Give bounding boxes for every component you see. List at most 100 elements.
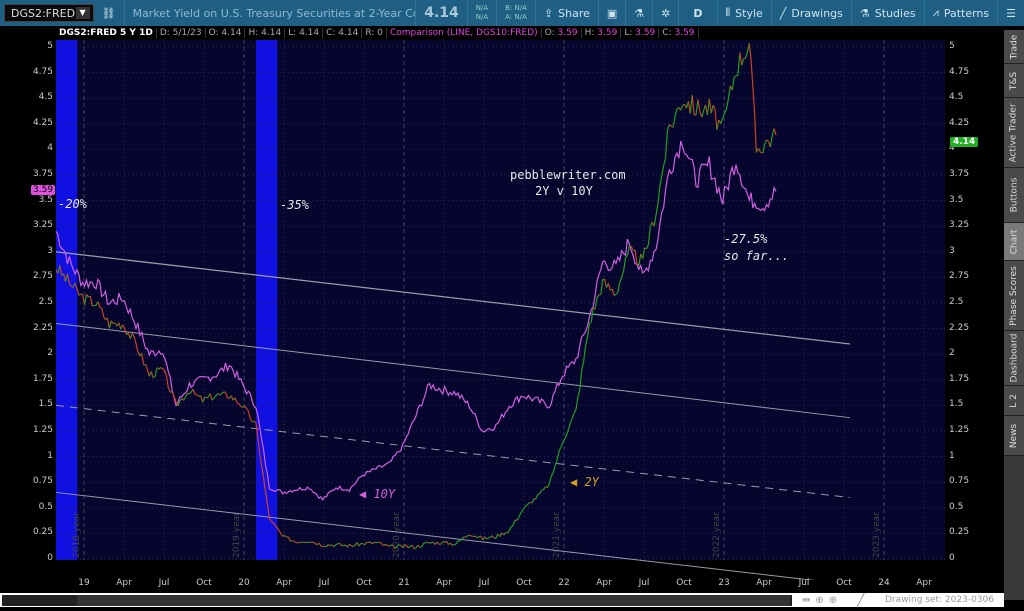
info-high: H: 4.14 xyxy=(245,28,286,38)
sidebar-tab-news[interactable]: News xyxy=(1004,416,1024,456)
drawing-tool-icon[interactable]: ╱ xyxy=(857,593,865,607)
label-2y[interactable]: ◀ 2Y xyxy=(570,475,599,489)
series-2y-segment xyxy=(417,544,421,548)
sidebar-tab-l-2[interactable]: L 2 xyxy=(1004,386,1024,416)
left-price-axis[interactable]: 0 0.25 0.5 0.75 1 1.25 1.5 1.75 2 2.25 2.5 2.75 3 3.2… xyxy=(0,40,56,563)
series-2y-segment xyxy=(333,544,337,548)
flask-icon: ⚗ xyxy=(859,6,870,20)
drawings-button[interactable]: ╱ Drawings xyxy=(772,0,852,26)
series-2y-segment xyxy=(358,543,362,547)
sidebar-tab-chart[interactable]: Chart xyxy=(1004,223,1024,261)
right-price-axis[interactable]: 0 0.25 0.5 0.75 1 1.25 1.5 1.75 2 2.25 2.5 2.75 3 3.2… xyxy=(945,40,1003,563)
scrollbar-thumb[interactable] xyxy=(77,594,790,606)
price-chart[interactable]: 2018 year 2019 year 2020 year 2021 year 2022… xyxy=(0,0,1004,580)
comparison-price-badge: 3.59 xyxy=(31,185,56,195)
settings-button[interactable]: ✲ xyxy=(653,0,680,26)
sidebar-tab-dashboard[interactable]: Dashboard xyxy=(1004,331,1024,386)
studies-button[interactable]: ⚗ Studies xyxy=(852,0,925,26)
link-icon[interactable]: ⛓ xyxy=(94,0,125,26)
annotation-so-far[interactable]: so far... xyxy=(724,249,790,263)
y-tick-label: 1.5 xyxy=(949,399,964,410)
sidebar-tab-phase-scores[interactable]: Phase Scores xyxy=(1004,261,1024,331)
series-2y-segment xyxy=(518,512,522,518)
sidebar-tab-buttons[interactable]: Buttons xyxy=(1004,168,1024,223)
series-2y-segment xyxy=(436,541,440,545)
series-2y-segment xyxy=(546,483,550,488)
sidebar-tab-label: Trade xyxy=(1009,34,1020,59)
aggregation-button[interactable]: D xyxy=(679,0,718,26)
style-button[interactable]: ⫴ Style xyxy=(718,0,772,26)
series-2y-segment xyxy=(335,543,339,546)
chart-scrollbar[interactable] xyxy=(2,594,792,606)
chevron-down-icon[interactable]: ▼ xyxy=(75,7,90,19)
series-2y-segment xyxy=(615,291,619,295)
annotation-27pct[interactable]: -27.5% xyxy=(724,232,768,246)
x-tick-label: 19 xyxy=(78,578,90,588)
series-2y-segment xyxy=(449,542,453,546)
alert-button[interactable]: ▣ xyxy=(599,0,627,26)
zoom-icon[interactable]: ⊕ xyxy=(828,594,838,606)
series-2y-segment xyxy=(531,498,535,504)
series-2y-segment xyxy=(666,124,670,131)
sidebar-tab-label: Buttons xyxy=(1009,177,1019,213)
y-tick-label: 3.5 xyxy=(38,194,53,205)
series-2y-segment xyxy=(710,104,714,114)
y-tick-label: 4.75 xyxy=(949,66,970,77)
x-tick-label: Jul xyxy=(478,578,490,588)
time-axis[interactable]: 19 Apr Jul Oct 20 Apr Jul Oct 21 Apr Jul Oct 22 Apr Ju… xyxy=(56,578,946,592)
y-tick-label: 0.75 xyxy=(32,476,53,487)
patterns-button[interactable]: ⩘ Patterns xyxy=(925,0,999,26)
series-2y-segment xyxy=(634,249,638,264)
series-2y-segment xyxy=(85,293,89,298)
x-tick-label: Oct xyxy=(516,578,532,588)
y-tick-label: 4.5 xyxy=(38,92,53,103)
series-2y-segment xyxy=(739,52,743,66)
series-2y-segment xyxy=(297,541,301,544)
label: C: xyxy=(662,28,672,38)
label-10y[interactable]: ◀ 10Y xyxy=(359,487,395,501)
annotation-35pct[interactable]: -35% xyxy=(280,198,309,212)
series-2y-segment xyxy=(131,332,135,337)
series-2y-segment xyxy=(396,544,400,547)
series-2y-segment xyxy=(617,282,621,293)
annotation-site[interactable]: pebblewriter.com xyxy=(510,168,626,182)
series-2y-segment xyxy=(253,420,257,424)
menu-button[interactable]: ☰ xyxy=(998,0,1024,26)
flask-button[interactable]: ⚗ xyxy=(626,0,654,26)
series-2y-segment xyxy=(541,488,544,491)
crosshair-icon[interactable]: ⊕ xyxy=(815,594,824,606)
symbol-selector[interactable]: DGS2:FRED ▼ xyxy=(4,4,94,22)
series-2y-segment xyxy=(402,544,406,549)
drawing-set-selector[interactable]: Drawing set: 2023-0306 xyxy=(885,595,994,605)
sidebar-tab-t-s[interactable]: T&S xyxy=(1004,64,1024,98)
series-2y-segment xyxy=(655,204,659,216)
series-2y-segment xyxy=(287,536,291,542)
pan-icon[interactable]: ⇹ xyxy=(802,594,811,606)
series-2y-segment xyxy=(731,77,735,91)
series-2y-segment xyxy=(539,489,543,494)
annotation-20pct[interactable]: -20% xyxy=(58,197,87,211)
sidebar-tab-trade[interactable]: Trade xyxy=(1004,30,1024,64)
info-range: R: 0 xyxy=(362,28,387,38)
annotation-subtitle[interactable]: 2Y v 10Y xyxy=(535,184,593,198)
series-2y-segment xyxy=(183,396,187,401)
series-2y-segment xyxy=(66,273,70,284)
series-2y-segment xyxy=(387,544,390,547)
series-2y-segment xyxy=(379,541,383,545)
series-2y-segment xyxy=(264,491,269,504)
series-2y-segment xyxy=(695,99,699,116)
value: 3.59 xyxy=(635,28,656,38)
series-2y-segment xyxy=(543,486,547,490)
series-2y-segment xyxy=(727,85,731,100)
y-tick-label: 0.25 xyxy=(949,527,970,538)
series-2y-segment xyxy=(537,492,541,495)
series-2y-segment xyxy=(255,423,259,438)
series-2y-segment xyxy=(224,392,228,399)
symbol-description: Market Yield on U.S. Treasury Securities… xyxy=(125,0,417,26)
sidebar-tab-active-trader[interactable]: Active Trader xyxy=(1004,98,1024,168)
series-2y-segment xyxy=(411,544,415,549)
share-label: Share xyxy=(558,6,590,20)
series-2y-segment xyxy=(512,519,516,526)
share-button[interactable]: ⇪ Share xyxy=(536,0,599,26)
series-2y-segment xyxy=(63,273,67,282)
